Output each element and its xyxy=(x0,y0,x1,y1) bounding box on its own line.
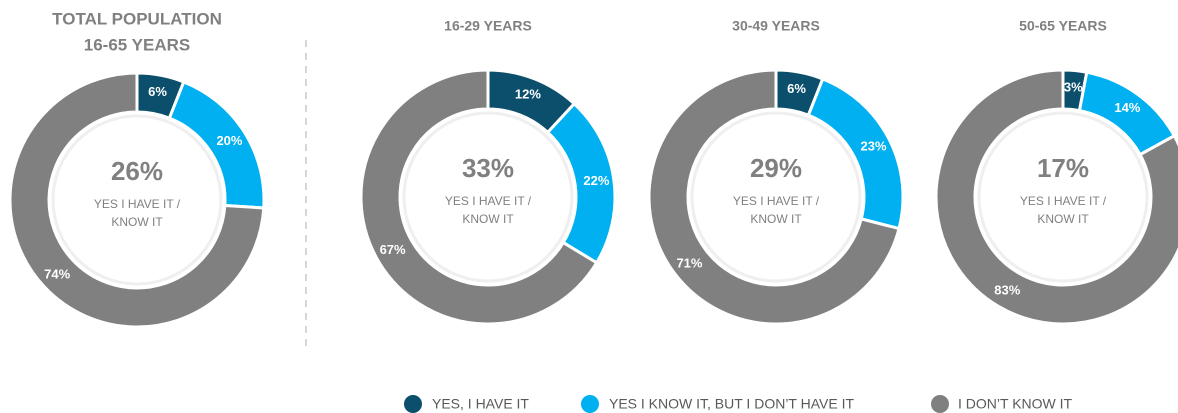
inner-ring xyxy=(977,111,1149,283)
data-label: 22% xyxy=(583,173,609,188)
center-text: KNOW IT xyxy=(1037,212,1089,226)
legend-label: YES I KNOW IT, BUT I DON’T HAVE IT xyxy=(609,396,854,412)
donut-segment xyxy=(359,68,599,326)
data-label: 12% xyxy=(515,86,541,101)
inner-ring xyxy=(51,114,223,286)
inner-ring xyxy=(690,111,862,283)
chart-title: 30-49 YEARS xyxy=(732,18,820,34)
data-label: 83% xyxy=(994,283,1020,298)
center-text: KNOW IT xyxy=(462,212,514,226)
data-label: 14% xyxy=(1114,100,1140,115)
chart-title: TOTAL POPULATION xyxy=(52,9,222,28)
center-text: YES I HAVE IT / xyxy=(445,194,532,208)
chart-title: 16-65 YEARS xyxy=(84,35,190,54)
center-text: KNOW IT xyxy=(111,215,163,229)
data-label: 67% xyxy=(380,242,406,257)
legend-label: YES, I HAVE IT xyxy=(432,396,529,412)
data-label: 20% xyxy=(216,133,242,148)
center-text: KNOW IT xyxy=(750,212,802,226)
data-label: 3% xyxy=(1064,79,1083,94)
data-label: 6% xyxy=(787,81,806,96)
legend-swatch xyxy=(581,395,599,413)
center-text: YES I HAVE IT / xyxy=(1020,194,1107,208)
legend-swatch xyxy=(404,395,422,413)
data-label: 71% xyxy=(676,256,702,271)
donut-segment xyxy=(806,76,905,231)
center-text: YES I HAVE IT / xyxy=(94,197,181,211)
data-label: 6% xyxy=(148,84,167,99)
center-value: 17% xyxy=(1037,153,1089,183)
donut-segment xyxy=(647,68,901,326)
data-label: 74% xyxy=(44,266,70,281)
center-value: 29% xyxy=(750,153,802,183)
donut-segment xyxy=(8,71,266,329)
data-label: 23% xyxy=(861,139,887,154)
inner-ring xyxy=(402,111,574,283)
center-value: 33% xyxy=(462,153,514,183)
legend-label: I DON’T KNOW IT xyxy=(958,396,1073,412)
donut-segment xyxy=(934,68,1178,326)
chart-title: 50-65 YEARS xyxy=(1019,18,1107,34)
center-text: YES I HAVE IT / xyxy=(733,194,820,208)
center-value: 26% xyxy=(111,156,163,186)
chart-title: 16-29 YEARS xyxy=(444,18,532,34)
legend-swatch xyxy=(931,395,949,413)
